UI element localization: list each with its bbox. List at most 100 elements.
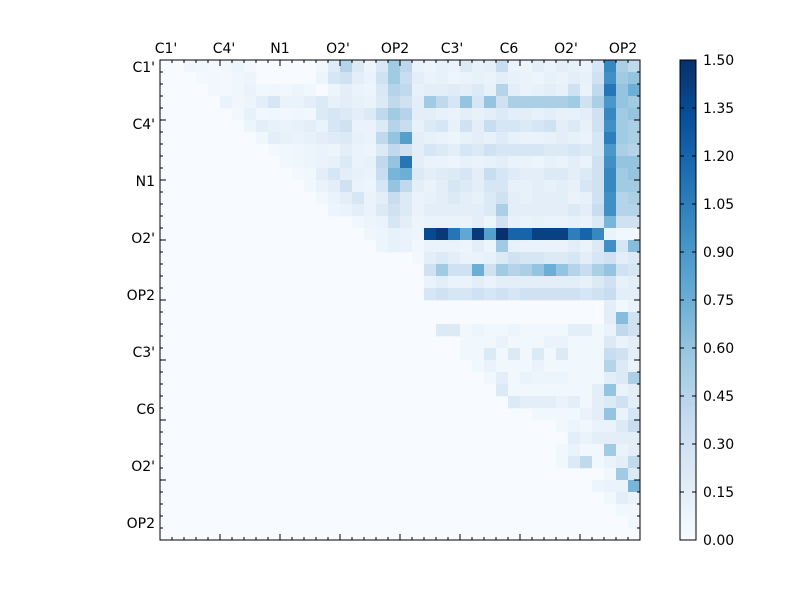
heatmap-cell bbox=[616, 312, 629, 325]
heatmap-cell bbox=[460, 252, 473, 265]
heatmap-cell bbox=[544, 60, 557, 73]
heatmap-cell bbox=[472, 168, 485, 181]
heatmap-cell bbox=[544, 324, 557, 337]
heatmap-cell bbox=[628, 516, 641, 529]
heatmap-cell bbox=[316, 180, 329, 193]
heatmap-cell bbox=[544, 348, 557, 361]
heatmap-cell bbox=[496, 96, 509, 109]
heatmap-cell bbox=[460, 156, 473, 169]
heatmap-cell bbox=[496, 108, 509, 121]
heatmap-cell bbox=[628, 492, 641, 505]
heatmap-cell bbox=[484, 276, 497, 289]
heatmap-cell bbox=[412, 144, 425, 157]
x-axis-labels: C1' C4' N1 O2' OP2 C3' C6 O2' OP2 bbox=[155, 41, 637, 57]
heatmap-cell bbox=[592, 348, 605, 361]
heatmap-cell bbox=[616, 444, 629, 457]
heatmap-cell bbox=[484, 348, 497, 361]
colorbar-tick-label: 1.35 bbox=[703, 101, 734, 117]
heatmap-cell bbox=[328, 144, 341, 157]
heatmap-cell bbox=[580, 276, 593, 289]
heatmap-cell bbox=[232, 72, 245, 85]
heatmap-cell bbox=[496, 360, 509, 373]
heatmap-cell bbox=[616, 132, 629, 145]
heatmap-cell bbox=[352, 108, 365, 121]
heatmap-cell bbox=[604, 192, 617, 205]
heatmap-cell bbox=[532, 72, 545, 85]
heatmap-cell bbox=[604, 216, 617, 229]
heatmap-cell bbox=[496, 384, 509, 397]
heatmap-cell bbox=[220, 84, 233, 97]
heatmap-cell bbox=[604, 348, 617, 361]
heatmap-cell bbox=[328, 108, 341, 121]
heatmap-cell bbox=[580, 168, 593, 181]
heatmap-cell bbox=[580, 384, 593, 397]
heatmap-cell bbox=[532, 276, 545, 289]
heatmap-cell bbox=[424, 180, 437, 193]
heatmap-cell bbox=[544, 216, 557, 229]
heatmap-cell bbox=[496, 180, 509, 193]
heatmap-cell bbox=[628, 108, 641, 121]
heatmap-cell bbox=[424, 204, 437, 217]
heatmap-cell bbox=[304, 168, 317, 181]
heatmap-cell bbox=[568, 264, 581, 277]
heatmap-cell bbox=[568, 204, 581, 217]
heatmap-cell bbox=[412, 228, 425, 241]
heatmap-cell bbox=[472, 204, 485, 217]
heatmap-cell bbox=[568, 144, 581, 157]
heatmap-cell bbox=[592, 84, 605, 97]
heatmap-cell bbox=[340, 132, 353, 145]
heatmap-cell bbox=[544, 396, 557, 409]
heatmap-cell bbox=[604, 324, 617, 337]
heatmap-cell bbox=[412, 192, 425, 205]
heatmap-cell bbox=[556, 120, 569, 133]
heatmap-cell bbox=[328, 192, 341, 205]
heatmap-cell bbox=[232, 96, 245, 109]
heatmap-cell bbox=[388, 216, 401, 229]
colorbar-tick-label: 0.45 bbox=[703, 389, 734, 405]
heatmap-cell bbox=[388, 192, 401, 205]
heatmap-cell bbox=[568, 276, 581, 289]
heatmap-cell bbox=[352, 96, 365, 109]
heatmap-cell bbox=[628, 264, 641, 277]
heatmap-cell bbox=[592, 288, 605, 301]
heatmap-cell bbox=[304, 84, 317, 97]
heatmap-cell bbox=[400, 192, 413, 205]
heatmap-cell bbox=[472, 192, 485, 205]
heatmap-cell bbox=[436, 132, 449, 145]
heatmap-cell bbox=[424, 276, 437, 289]
heatmap-cell bbox=[352, 132, 365, 145]
heatmap-cell bbox=[484, 324, 497, 337]
heatmap-cell bbox=[592, 324, 605, 337]
heatmap-cell bbox=[460, 120, 473, 133]
heatmap-cell bbox=[592, 156, 605, 169]
heatmap-cell bbox=[520, 144, 533, 157]
heatmap-cell bbox=[364, 132, 377, 145]
heatmap-cell bbox=[532, 192, 545, 205]
heatmap-cell bbox=[496, 156, 509, 169]
heatmap-cell bbox=[436, 288, 449, 301]
heatmap-cell bbox=[628, 132, 641, 145]
heatmap-cell bbox=[496, 240, 509, 253]
heatmap-cell bbox=[532, 180, 545, 193]
heatmap-cell bbox=[616, 60, 629, 73]
y-tick-label: N1 bbox=[136, 174, 155, 190]
heatmap-cell bbox=[580, 408, 593, 421]
heatmap-cell bbox=[376, 96, 389, 109]
heatmap-cell bbox=[556, 132, 569, 145]
heatmap-cell bbox=[532, 156, 545, 169]
colorbar-frame bbox=[679, 59, 697, 541]
heatmap-cell bbox=[220, 60, 233, 73]
heatmap-cell bbox=[556, 144, 569, 157]
heatmap-cell bbox=[484, 84, 497, 97]
heatmap-cell bbox=[532, 144, 545, 157]
heatmap-cell bbox=[496, 84, 509, 97]
heatmap-cell bbox=[496, 132, 509, 145]
heatmap-cell bbox=[628, 504, 641, 517]
heatmap-cell bbox=[616, 504, 629, 517]
heatmap-cell bbox=[604, 372, 617, 385]
heatmap-cell bbox=[532, 372, 545, 385]
heatmap-cell bbox=[448, 228, 461, 241]
heatmap-cell bbox=[532, 264, 545, 277]
heatmap-cell bbox=[364, 72, 377, 85]
heatmap-cell bbox=[376, 156, 389, 169]
